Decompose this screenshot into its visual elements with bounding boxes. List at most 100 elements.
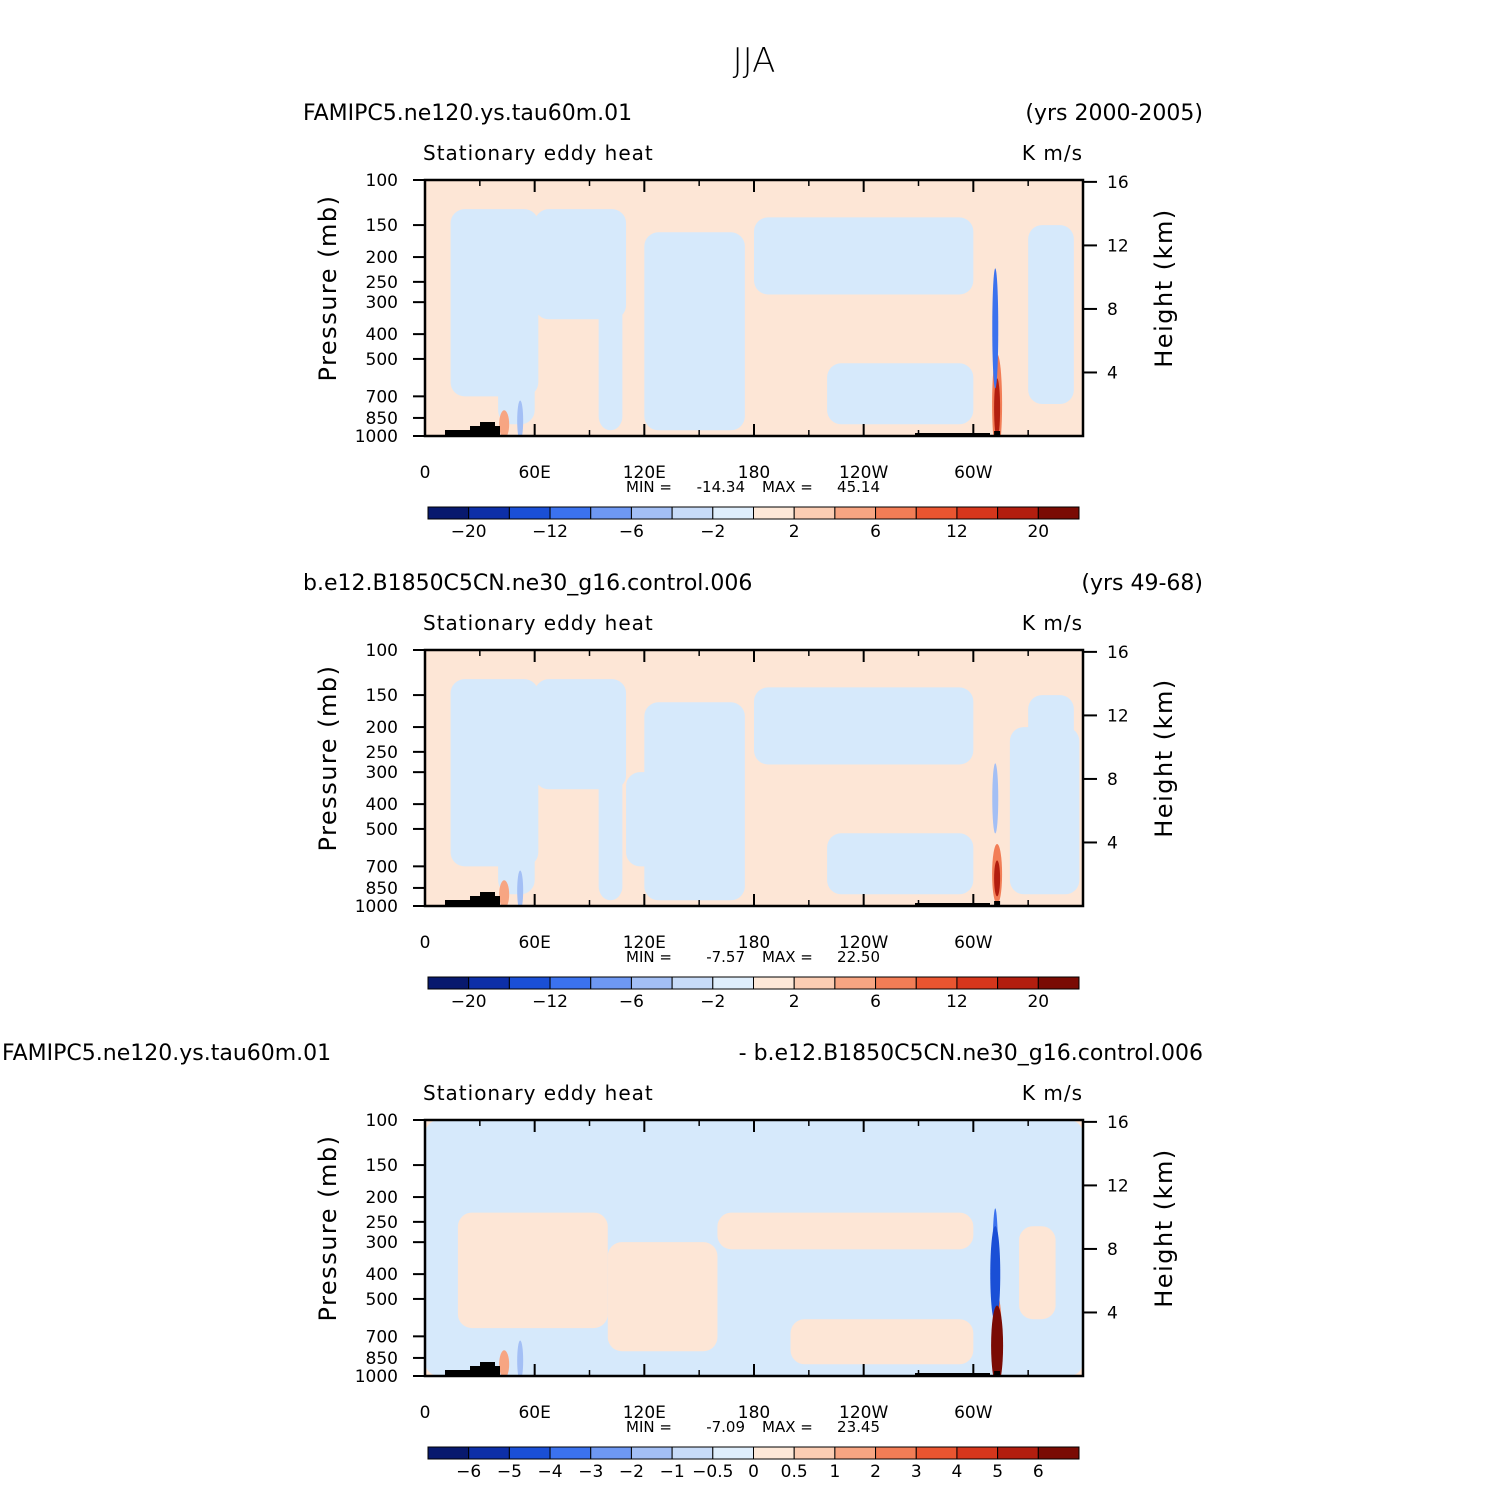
colorbar-swatch xyxy=(468,1446,510,1460)
y-tick-label: 700 xyxy=(366,387,398,407)
stats-min-label: MIN = xyxy=(626,948,672,966)
colorbar-label: −6 xyxy=(619,522,644,542)
colorbar-swatch xyxy=(834,1446,877,1460)
colorbar-swatch xyxy=(793,1446,836,1460)
contour-region xyxy=(498,369,535,425)
x-tick-label: 180 xyxy=(738,463,770,483)
y-tick-label: 300 xyxy=(366,293,398,313)
colorbar-swatch xyxy=(508,1446,551,1460)
right-axis-title: Height (km) xyxy=(1150,208,1178,367)
y-tick-label: 200 xyxy=(366,1188,398,1208)
colorbar-label: −3 xyxy=(578,1462,603,1482)
y-tick-label: 100 xyxy=(366,1111,398,1131)
colorbar-swatch xyxy=(793,976,836,990)
red-plume-core xyxy=(994,378,1001,436)
y-tick-label: 150 xyxy=(366,686,398,706)
panel-left-title: FAMIPC5.ne120.ys.tau60m.01 xyxy=(303,101,632,126)
terrain-block xyxy=(480,892,495,906)
y-tick-label: 300 xyxy=(366,1233,398,1253)
y-tick-label: 500 xyxy=(366,820,398,840)
colorbar-label: 0.5 xyxy=(781,1462,808,1482)
contour-region xyxy=(457,1212,608,1329)
colorbar-swatch xyxy=(549,1446,592,1460)
colorbar: −6 −5 −4 −3 −2 −1 −0.5 0 0.5 1 2 3 4 5 6 xyxy=(427,1446,1080,1482)
colorbar-swatch xyxy=(834,506,877,520)
colorbar: −20 −12 −6 −2 2 6 12 20 xyxy=(427,506,1080,542)
height-tick-label: 16 xyxy=(1107,1113,1129,1133)
x-tick-label: 60E xyxy=(518,463,550,483)
x-tick-label: 0 xyxy=(420,463,431,483)
contour-region xyxy=(1009,727,1080,895)
colorbar-label: −2 xyxy=(619,1462,644,1482)
colorbar-swatch xyxy=(997,976,1039,990)
colorbar-swatch xyxy=(671,1446,714,1460)
africa-blue-plume xyxy=(517,870,524,906)
y-tick-label: 500 xyxy=(366,1290,398,1310)
colorbar-label: −1 xyxy=(660,1462,685,1482)
contour-field xyxy=(425,180,1083,436)
africa-blue-plume xyxy=(517,1340,524,1376)
y-axis-title: Pressure (mb) xyxy=(314,1135,342,1322)
y-tick-label: 250 xyxy=(366,1213,398,1233)
stats-max-value: 22.50 xyxy=(837,948,880,966)
stats-max-label: MAX = xyxy=(762,478,813,496)
colorbar-label: 6 xyxy=(1033,1462,1044,1482)
terrain xyxy=(445,1362,1001,1376)
y-tick-label: 850 xyxy=(366,1349,398,1369)
colorbar-label: 12 xyxy=(946,522,968,542)
y-tick-label: 250 xyxy=(366,273,398,293)
terrain-block xyxy=(480,422,495,436)
x-tick-label: 180 xyxy=(738,1403,770,1423)
height-tick-label: 8 xyxy=(1107,300,1118,320)
contour-region xyxy=(754,217,974,295)
terrain xyxy=(445,892,1001,906)
colorbar-swatch xyxy=(753,506,795,520)
colorbar-label: 0 xyxy=(748,1462,759,1482)
africa-blue-plume xyxy=(517,400,524,436)
contour-region xyxy=(607,1242,718,1352)
colorbar-swatch xyxy=(1037,976,1080,990)
y-tick-label: 700 xyxy=(366,1327,398,1347)
colorbar-swatch xyxy=(915,976,958,990)
colorbar-swatch xyxy=(427,1446,470,1460)
y-tick-label: 100 xyxy=(366,641,398,661)
colorbar-label: 20 xyxy=(1027,522,1049,542)
colorbar-swatch xyxy=(956,1446,999,1460)
colorbar-label: −2 xyxy=(700,522,725,542)
y-tick-label: 150 xyxy=(366,1156,398,1176)
colorbar-swatch xyxy=(630,1446,673,1460)
y-tick-label: 850 xyxy=(366,879,398,899)
colorbar-label: 3 xyxy=(911,1462,922,1482)
y-tick-label: 200 xyxy=(366,248,398,268)
stats-max-value: 45.14 xyxy=(837,478,880,496)
right-axis-title: Height (km) xyxy=(1150,678,1178,837)
colorbar-swatch xyxy=(997,1446,1039,1460)
x-tick-label: 60W xyxy=(954,463,993,483)
x-tick-label: 120E xyxy=(623,463,666,483)
y-axis-title: Pressure (mb) xyxy=(314,665,342,852)
height-tick-label: 8 xyxy=(1107,1240,1118,1260)
x-tick-label: 0 xyxy=(420,1403,431,1423)
colorbar-swatch xyxy=(630,976,673,990)
colorbar-label: 4 xyxy=(952,1462,963,1482)
colorbar-label: −12 xyxy=(532,992,568,1012)
blue-plume-core xyxy=(990,1226,1001,1323)
panel-right-title: (yrs 2000-2005) xyxy=(1025,101,1203,126)
height-tick-label: 12 xyxy=(1107,706,1129,726)
x-tick-label: 120E xyxy=(623,933,666,953)
stats-max-value: 23.45 xyxy=(837,1418,880,1436)
colorbar-swatch xyxy=(712,506,754,520)
colorbar-label: −4 xyxy=(538,1462,563,1482)
colorbar-label: 6 xyxy=(870,522,881,542)
blue-plume xyxy=(992,268,999,389)
y-tick-label: 400 xyxy=(366,1265,398,1285)
contour-region xyxy=(450,209,539,397)
colorbar-swatch xyxy=(630,506,673,520)
y-tick-label: 250 xyxy=(366,743,398,763)
x-tick-label: 60W xyxy=(954,1403,993,1423)
colorbar-swatch xyxy=(793,506,836,520)
x-tick-label: 0 xyxy=(420,933,431,953)
colorbar-swatch xyxy=(590,506,632,520)
terrain-block xyxy=(994,431,1001,436)
